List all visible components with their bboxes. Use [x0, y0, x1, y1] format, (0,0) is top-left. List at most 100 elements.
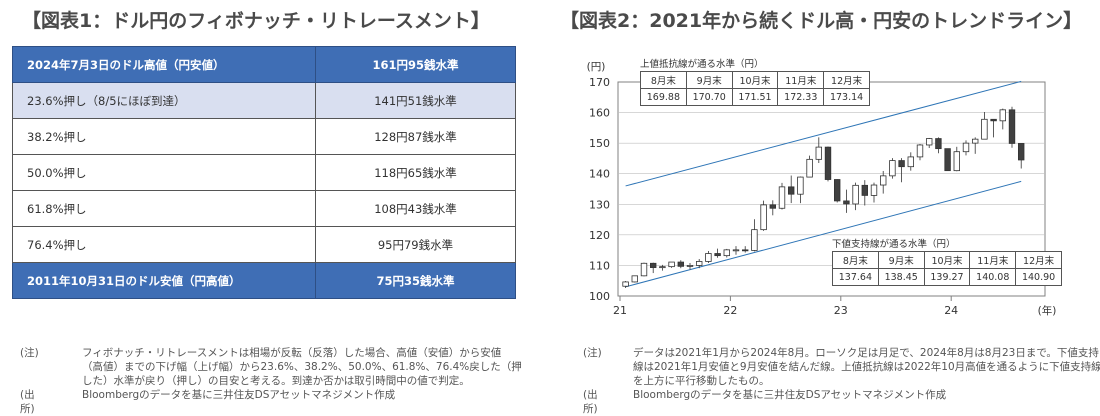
candle-body — [705, 253, 712, 262]
lower-support-table: 下値支持線が通る水準（円）8月末 9月末 10月末 11月末 12月末 137.64 138… — [832, 239, 1062, 286]
candle-body — [852, 184, 859, 205]
y-tick-label: 160 — [589, 107, 610, 120]
support-trendline — [625, 180, 1022, 288]
candle-body — [870, 184, 878, 196]
right-source-text: Bloombergのデータを基に三井住友DSアセットマネジメント作成 — [633, 389, 947, 401]
fib-row-label: 2024年7月3日のドル高値（円安値） — [12, 46, 316, 83]
candle-body — [650, 262, 657, 268]
x-tick-label: 24 — [944, 304, 958, 317]
lower-support-table-value: 140.90 — [1015, 268, 1062, 286]
fib-row: 2024年7月3日のドル高値（円安値） 161円95銭水準 — [12, 46, 516, 83]
fib-row-value: 108円43銭水準 — [315, 190, 516, 227]
candle-body — [640, 262, 648, 277]
fib-row-value: 75円35銭水準 — [315, 262, 516, 299]
x-tick-label: 21 — [613, 304, 627, 317]
left-panel-title: 【図表1：ドル円のフィボナッチ・リトレースメント】 — [22, 10, 490, 32]
candle-body — [696, 261, 703, 266]
candle-body — [907, 156, 914, 168]
upper-resistance-table-title: 上値抵抗線が通る水準（円） — [640, 59, 764, 70]
candle-body — [797, 176, 804, 195]
candle-body — [981, 118, 988, 140]
upper-resistance-table-header: 9月末 — [685, 71, 733, 89]
resistance-trendline — [625, 80, 1022, 187]
candle-body — [723, 249, 730, 257]
lower-support-table-header: 11月末 — [969, 251, 1017, 269]
candle-body — [990, 118, 997, 122]
candle-body — [916, 144, 924, 158]
candle-body — [732, 249, 740, 252]
candle-body — [769, 204, 776, 209]
lower-support-table-value: 140.08 — [969, 268, 1017, 286]
upper-resistance-table-header: 10月末 — [731, 71, 779, 89]
right-note-text: データは2021年1月から2024年8月。ローソク足は月足で、2024年8月は8… — [633, 347, 1100, 387]
candle-body — [935, 138, 942, 150]
lower-support-table-header: 8月末 — [832, 251, 879, 269]
upper-resistance-table-header: 8月末 — [640, 71, 687, 89]
lower-support-table-value: 137.64 — [832, 268, 879, 286]
y-tick-label: 170 — [589, 76, 610, 89]
fib-row-label: 76.4%押し — [12, 226, 316, 263]
candle-body — [668, 261, 675, 268]
left-note-text: フィボナッチ・リトレースメントは相場が反転（反落）した場合、高値（安値）から安値… — [82, 347, 522, 387]
y-tick-label: 130 — [589, 198, 610, 211]
candle-body — [999, 109, 1006, 122]
fib-row: 50.0%押し 118円65銭水準 — [12, 154, 516, 191]
candle-body — [622, 281, 629, 287]
upper-resistance-table-value: 173.14 — [823, 88, 870, 106]
right-panel-title: 【図表2：2021年から続くドル高・円安のトレンドライン】 — [560, 10, 1083, 32]
upper-resistance-table-value: 172.33 — [777, 88, 825, 106]
candle-body — [861, 184, 868, 196]
fib-row-label: 38.2%押し — [12, 118, 316, 155]
candle-body — [824, 146, 832, 180]
candle-body — [714, 253, 721, 257]
candle-body — [889, 160, 896, 177]
x-tick-label: 22 — [723, 304, 737, 317]
y-tick-label: 100 — [589, 290, 610, 303]
upper-resistance-table-value: 170.70 — [685, 88, 733, 106]
fib-row: 76.4%押し 95円79銭水準 — [12, 226, 516, 263]
candle-body — [751, 229, 758, 251]
fib-row: 23.6%押し（8/5にほぼ到達） 141円51銭水準 — [12, 82, 516, 119]
upper-resistance-table-header: 11月末 — [777, 71, 825, 89]
fib-row-value: 161円95銭水準 — [315, 46, 516, 83]
fib-row: 2011年10月31日のドル安値（円高値） 75円35銭水準 — [12, 262, 516, 299]
left-source-text: Bloombergのデータを基に三井住友DSアセットマネジメント作成 — [82, 389, 396, 401]
fib-row-label: 23.6%押し（8/5にほぼ到達） — [12, 82, 316, 119]
upper-resistance-table-header: 12月末 — [823, 71, 870, 89]
y-tick-label: 110 — [589, 259, 610, 272]
x-axis-unit: (年) — [1038, 304, 1057, 317]
candle-body — [833, 179, 841, 202]
lower-support-table-value: 139.27 — [923, 268, 971, 286]
fib-row-label: 50.0%押し — [12, 154, 316, 191]
fib-row-value: 141円51銭水準 — [315, 82, 516, 119]
fib-row-label: 2011年10月31日のドル安値（円高値） — [12, 262, 316, 299]
fibonacci-table: 2024年7月3日のドル高値（円安値） 161円95銭水準 23.6%押し（8/5に… — [12, 46, 516, 299]
candle-body — [953, 151, 960, 172]
lower-support-table-header: 12月末 — [1015, 251, 1062, 269]
fib-row-label: 61.8%押し — [12, 190, 316, 227]
lower-support-table-value: 138.45 — [877, 268, 925, 286]
fib-row: 38.2%押し 128円87銭水準 — [12, 118, 516, 155]
candle-body — [925, 138, 933, 146]
upper-resistance-table: 上値抵抗線が通る水準（円）8月末 9月末 10月末 11月末 12月末 169.88 170… — [640, 59, 870, 106]
candle-body — [815, 146, 822, 160]
fib-row: 61.8%押し 108円43銭水準 — [12, 190, 516, 227]
candle-body — [962, 142, 970, 153]
candle-body — [778, 186, 786, 209]
x-tick-label: 23 — [834, 304, 848, 317]
candle-body — [677, 261, 684, 267]
lower-support-table-title: 下値支持線が通る水準（円） — [832, 239, 956, 250]
y-tick-label: 150 — [589, 137, 610, 150]
candle-body — [741, 249, 749, 252]
y-tick-label: 120 — [589, 229, 610, 242]
fib-row-value: 128円87銭水準 — [315, 118, 516, 155]
usdjpy-candlestick-chart: 100 110 120 130 140 150 160 170 (円) 21 22 23 24 (年) 上値… — [587, 59, 1062, 317]
left-note-label: (注) — [20, 347, 39, 359]
candle-body — [898, 160, 905, 168]
candle-body — [843, 200, 850, 205]
candle-body — [1017, 143, 1025, 161]
y-tick-label: 140 — [589, 168, 610, 181]
lower-support-table-header: 10月末 — [923, 251, 971, 269]
candle-body — [787, 186, 795, 195]
candle-body — [760, 204, 767, 231]
